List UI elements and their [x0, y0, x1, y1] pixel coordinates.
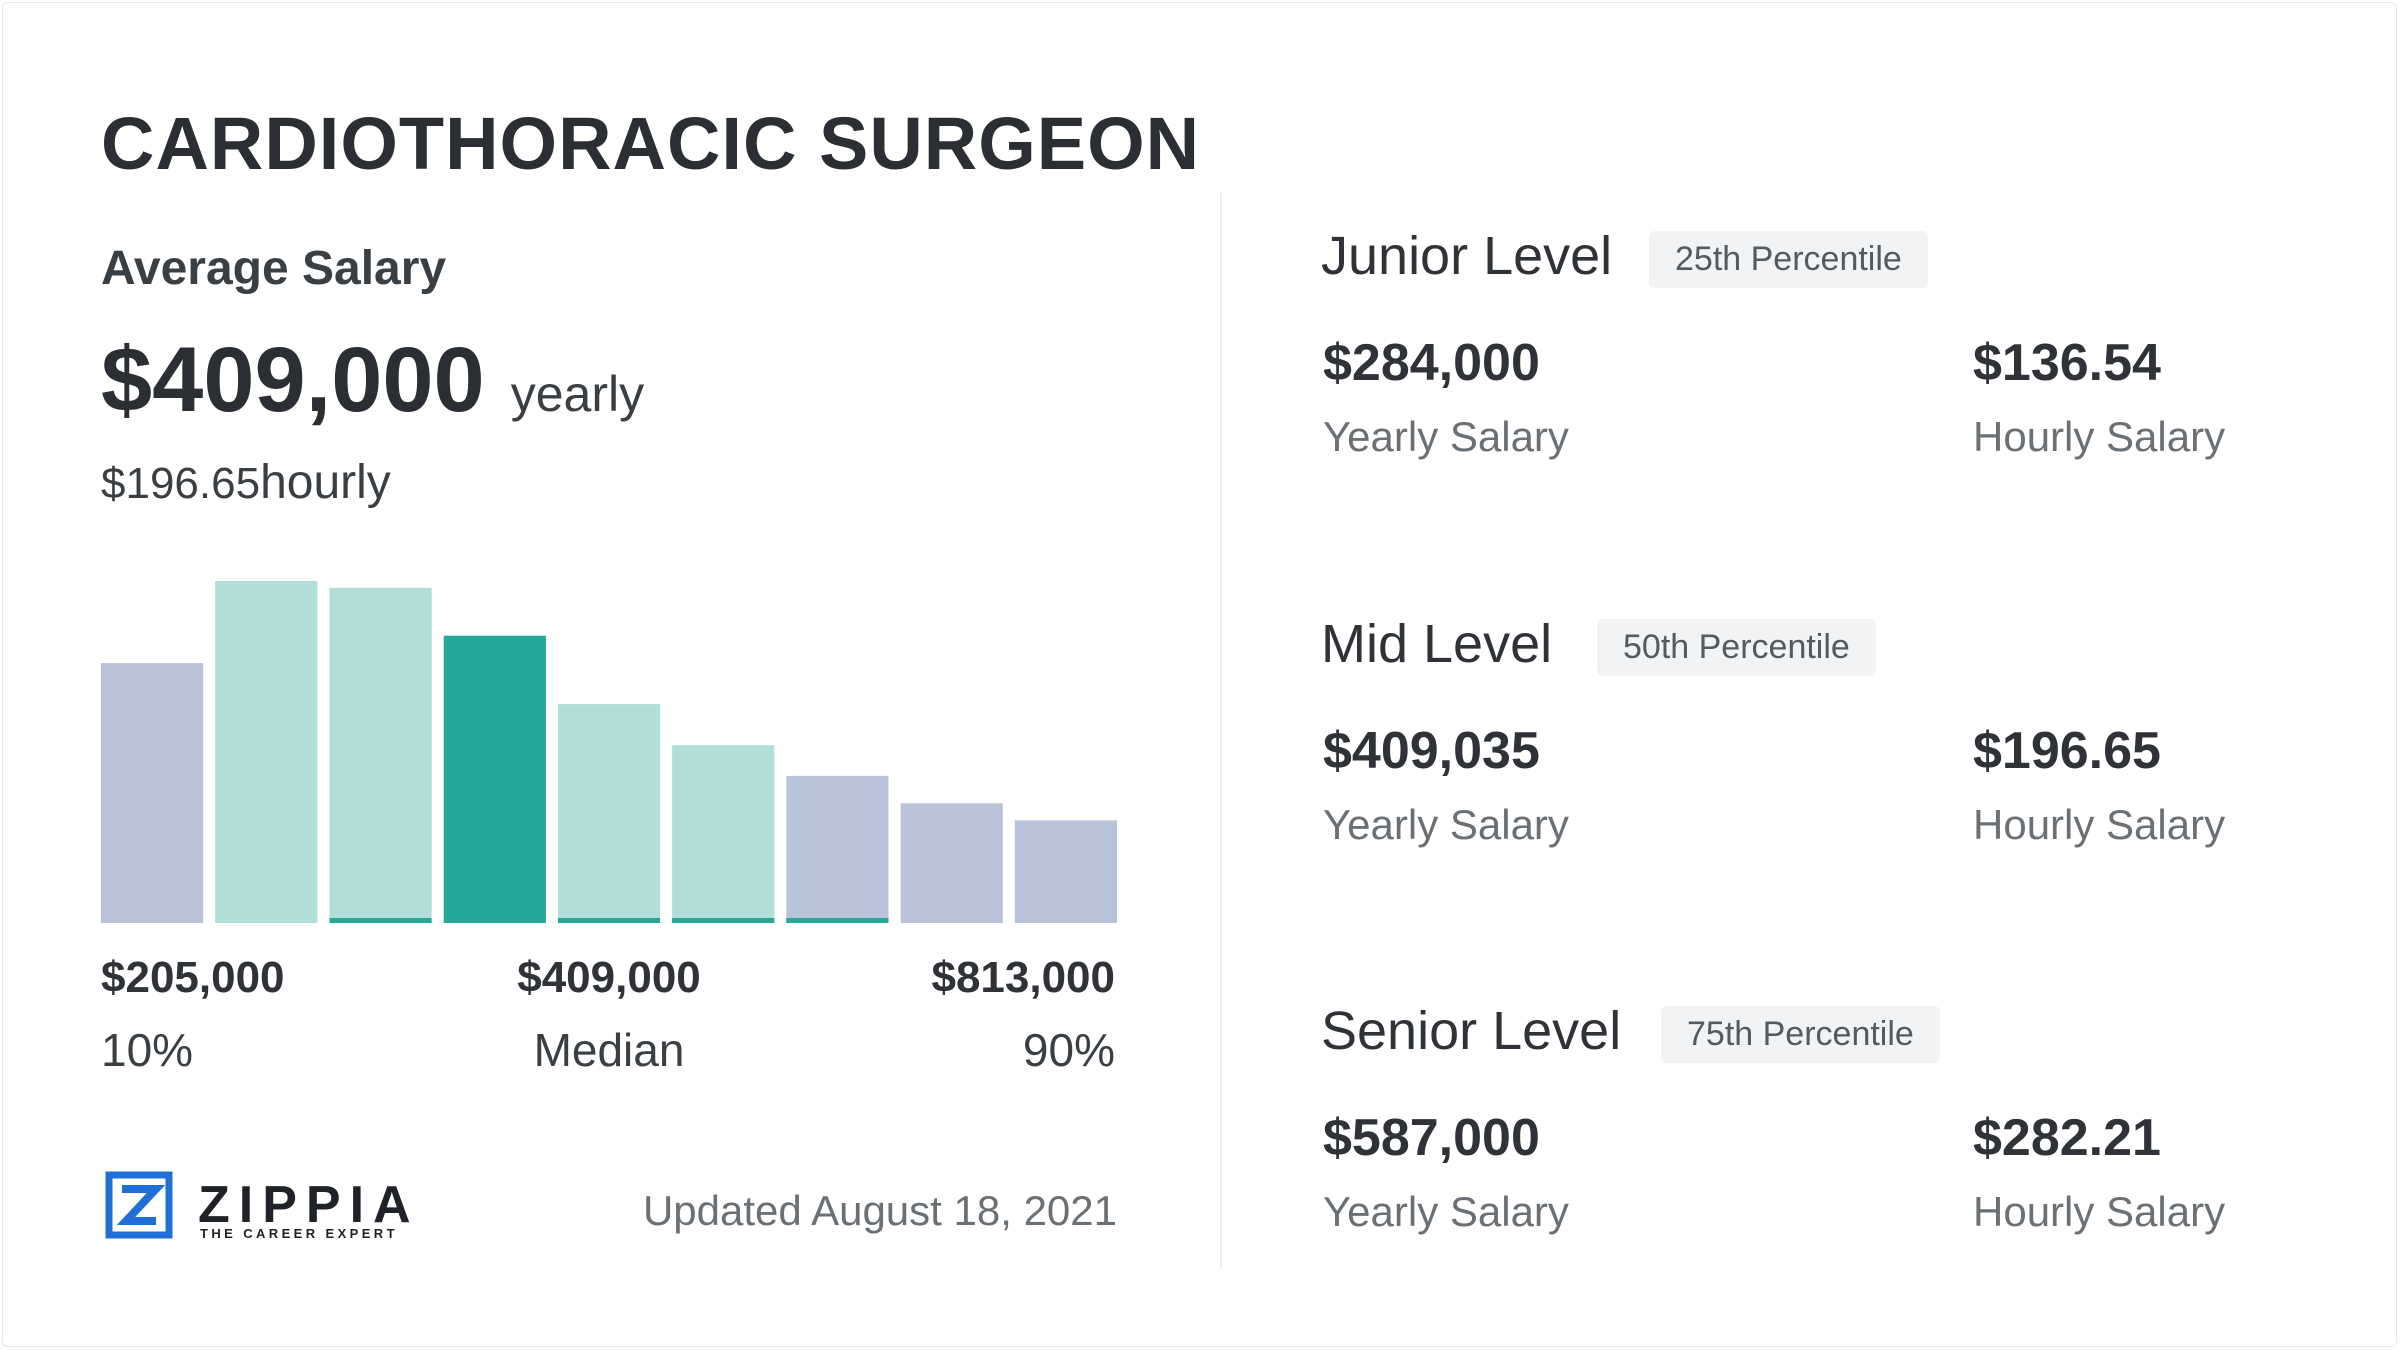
yearly-label: Yearly Salary: [1323, 413, 1569, 460]
level-senior: Senior Level 75th Percentile $587,000 $2…: [1321, 1000, 2301, 1300]
tick-label-p10: 10%: [101, 1024, 194, 1076]
level-name: Junior Level: [1321, 226, 1613, 286]
histogram-bar-accent: [557, 918, 661, 923]
updated-date: Updated August 18, 2021: [642, 1187, 1117, 1234]
histogram-bar-accent: [329, 918, 432, 923]
tick-label-median: Median: [533, 1024, 685, 1076]
yearly-label: Yearly Salary: [1323, 801, 1569, 848]
histogram-bar-accent: [786, 918, 889, 923]
tick-label-p90: 90%: [1022, 1024, 1115, 1076]
average-yearly: $409,000 yearly: [101, 328, 644, 433]
tick-value-p90: $813,000: [931, 953, 1115, 1002]
yearly-amount: $284,000: [1323, 334, 1540, 392]
zippia-z-icon[interactable]: [105, 1171, 173, 1239]
average-salary-label: Average Salary: [101, 242, 447, 295]
average-hourly-unit: hourly: [260, 456, 391, 509]
percentile-badge: 25th Percentile: [1649, 231, 1928, 288]
average-yearly-unit: yearly: [510, 366, 645, 422]
tick-value-p10: $205,000: [101, 953, 285, 1002]
percentile-badge: 50th Percentile: [1597, 619, 1876, 676]
level-name: Senior Level: [1321, 1001, 1622, 1061]
average-hourly-value: $196.65: [101, 459, 261, 508]
page-title: CARDIOTHORACIC SURGEON: [101, 102, 1201, 185]
histogram-bar: [900, 803, 1003, 923]
brand-tagline: THE CAREER EXPERT: [200, 1226, 398, 1241]
percentile-badge: 75th Percentile: [1661, 1006, 1940, 1063]
histogram-bar: [1014, 820, 1117, 923]
hourly-amount: $136.54: [1973, 334, 2161, 392]
histogram-bar: [672, 745, 775, 923]
hourly-amount: $282.21: [1973, 1109, 2161, 1167]
yearly-label: Yearly Salary: [1323, 1188, 1569, 1235]
histogram-bar: [786, 775, 889, 923]
hourly-label: Hourly Salary: [1973, 1188, 2226, 1235]
hourly-amount: $196.65: [1973, 722, 2161, 780]
level-mid: Mid Level 50th Percentile $409,035 $196.…: [1321, 613, 2301, 913]
histogram-bar: [557, 704, 661, 923]
column-divider: [1220, 193, 1222, 1268]
histogram-bar: [443, 635, 546, 923]
average-yearly-value: $409,000: [101, 329, 485, 431]
histogram-bar: [101, 663, 204, 923]
average-hourly: $196.65hourly: [101, 455, 391, 510]
histogram-bar: [329, 587, 432, 923]
hourly-label: Hourly Salary: [1973, 801, 2226, 848]
brand-name[interactable]: ZIPPIA: [198, 1176, 420, 1234]
histogram-bar: [215, 581, 318, 923]
tick-value-median: $409,000: [517, 953, 701, 1002]
yearly-amount: $587,000: [1323, 1109, 1540, 1167]
yearly-amount: $409,035: [1323, 722, 1540, 780]
hourly-label: Hourly Salary: [1973, 413, 2226, 460]
histogram-bar-accent: [672, 918, 775, 923]
level-name: Mid Level: [1321, 614, 1553, 674]
level-junior: Junior Level 25th Percentile $284,000 $1…: [1321, 225, 2301, 525]
salary-histogram: [101, 581, 1117, 923]
